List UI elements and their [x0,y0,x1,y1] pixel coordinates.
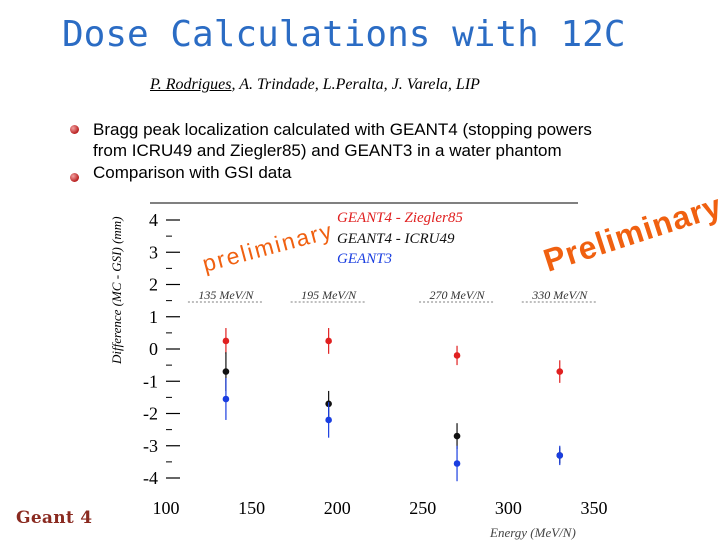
data-point [556,452,564,459]
data-point [325,416,332,424]
data-point [325,337,332,345]
y-tick-label: 3 [149,242,158,262]
legend-geant4-ziegler: GEANT4 - Ziegler85 [337,210,463,226]
bullet-text-1: Bragg peak localization calculated with … [93,120,592,139]
y-tick-label: 0 [149,339,158,359]
data-point [453,460,461,467]
geant4-logo: Geant 4 [16,508,93,528]
data-point [222,337,230,345]
legend-geant3: GEANT3 [337,251,392,267]
y-tick-label: 2 [149,275,158,295]
energy-label: 330 MeV/N [531,288,588,302]
y-tick-label: -4 [143,468,158,488]
page-title: Dose Calculations with 12C [62,14,626,55]
data-point [222,368,230,375]
bullet-text-2: from ICRU49 and Ziegler85) and GEANT3 in… [93,141,562,160]
energy-label: 195 MeV/N [301,288,357,302]
data-point [453,432,461,440]
author-first: P. Rodrigues [150,76,232,93]
x-tick-label: 250 [409,498,436,518]
preliminary-stamp-small: preliminary [200,217,337,277]
data-point [453,352,461,359]
bullet-text-3: Comparison with GSI data [93,163,292,182]
y-tick-label: -1 [143,371,158,391]
data-point [556,368,564,375]
data-point [222,395,230,403]
x-tick-label: 200 [324,498,351,518]
bullet-icon [70,173,79,182]
x-axis-label: Energy (MeV/N) [489,525,576,540]
y-tick-label: -2 [143,404,158,424]
energy-label: 270 MeV/N [430,288,486,302]
x-tick-label: 100 [153,498,180,518]
x-tick-label: 350 [581,498,608,518]
x-tick-label: 300 [495,498,522,518]
energy-label: 135 MeV/N [198,288,254,302]
y-axis-label: Difference (MC - GSI) (mm) [109,216,124,365]
preliminary-stamp-big: Preliminary! [539,184,720,279]
y-tick-label: 1 [149,307,158,327]
authors-line: P. Rodrigues, A. Trindade, L.Peralta, J.… [150,76,480,94]
y-tick-label: -3 [143,436,158,456]
bullet-icon [70,125,79,134]
author-rest: , A. Trindade, L.Peralta, J. Varela, LIP [231,76,480,93]
x-tick-label: 150 [238,498,265,518]
legend-geant4-icru: GEANT4 - ICRU49 [337,231,455,247]
y-tick-label: 4 [149,210,158,230]
